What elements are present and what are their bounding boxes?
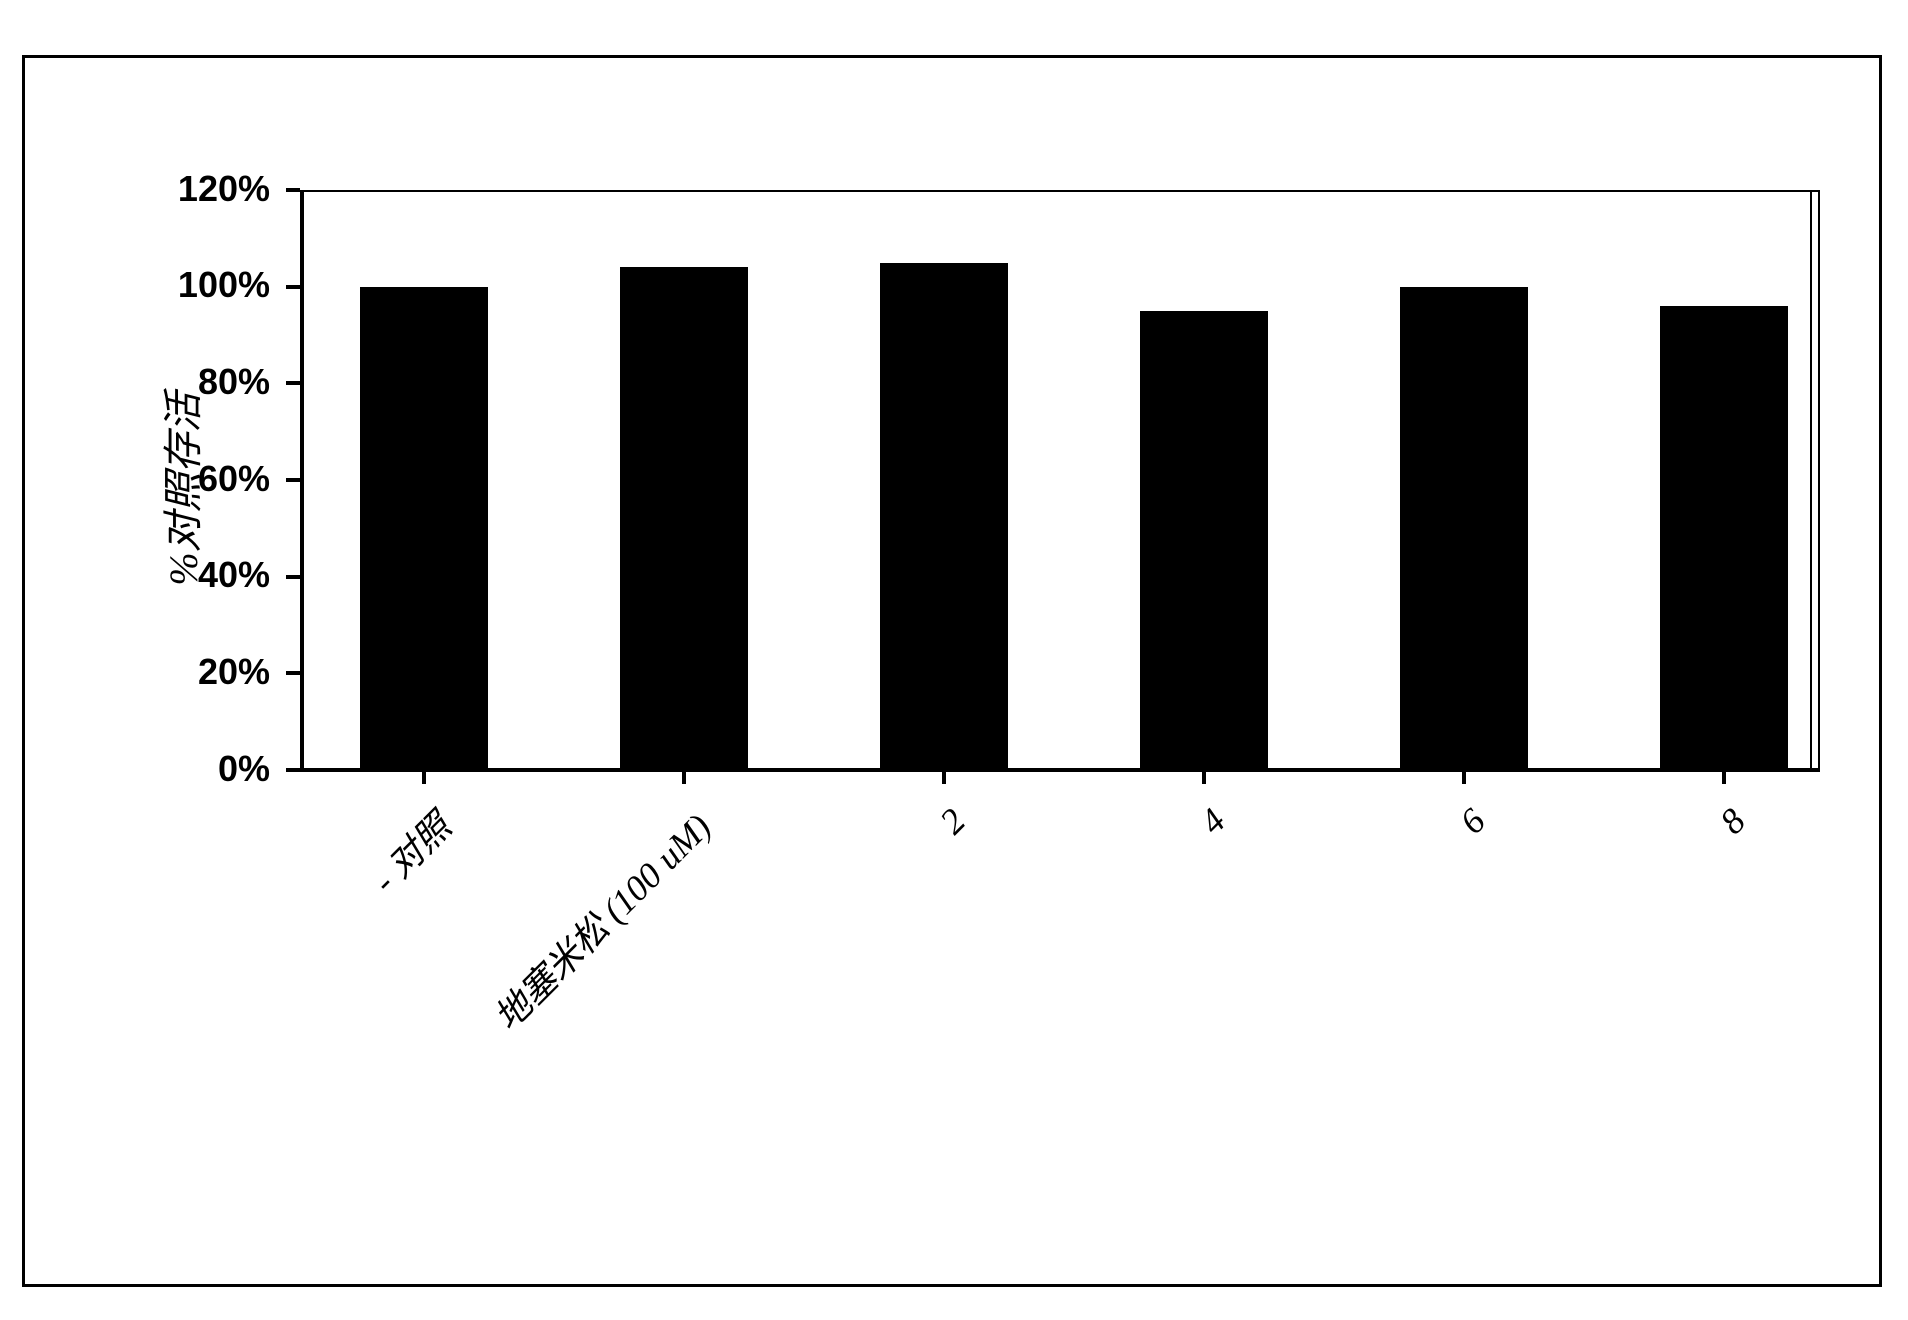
y-tick-label: 120% <box>130 168 270 210</box>
x-tick <box>1202 770 1206 784</box>
x-tick <box>422 770 426 784</box>
y-tick-label: 0% <box>130 748 270 790</box>
x-axis <box>300 768 1820 772</box>
x-tick <box>1722 770 1726 784</box>
y-tick <box>286 381 300 385</box>
y-tick <box>286 188 300 192</box>
x-tick <box>682 770 686 784</box>
bar <box>360 287 488 770</box>
plot-border-right-inner <box>1810 190 1812 770</box>
bar <box>880 263 1008 771</box>
y-tick <box>286 575 300 579</box>
y-tick-label: 60% <box>130 458 270 500</box>
y-tick <box>286 768 300 772</box>
y-tick-label: 100% <box>130 264 270 306</box>
y-tick <box>286 285 300 289</box>
y-tick-label: 20% <box>130 651 270 693</box>
plot-border-top <box>300 190 1820 192</box>
y-tick-label: 80% <box>130 361 270 403</box>
plot-border-right <box>1818 190 1820 770</box>
y-axis <box>300 190 304 770</box>
bar <box>1140 311 1268 770</box>
x-tick <box>942 770 946 784</box>
y-tick <box>286 478 300 482</box>
bar <box>1660 306 1788 770</box>
bar <box>1400 287 1528 770</box>
y-tick <box>286 671 300 675</box>
y-tick-label: 40% <box>130 554 270 596</box>
bar <box>620 267 748 770</box>
x-tick <box>1462 770 1466 784</box>
